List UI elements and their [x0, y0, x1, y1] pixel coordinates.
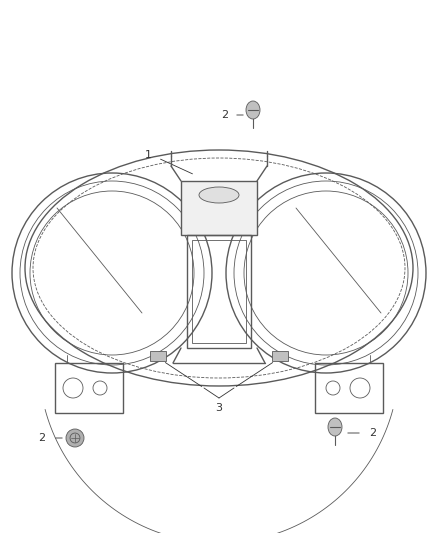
Text: 2: 2: [222, 110, 229, 120]
Bar: [192, 240, 246, 343]
Text: 2: 2: [369, 428, 377, 438]
Bar: [150, 351, 166, 361]
Bar: [55, 363, 123, 413]
Bar: [187, 235, 251, 348]
Text: 2: 2: [39, 433, 46, 443]
Ellipse shape: [246, 101, 260, 119]
Ellipse shape: [328, 418, 342, 436]
Circle shape: [66, 429, 84, 447]
Bar: [272, 351, 288, 361]
Text: 1: 1: [145, 150, 152, 160]
Bar: [181, 181, 257, 235]
Ellipse shape: [199, 187, 239, 203]
Text: 3: 3: [215, 403, 223, 413]
Bar: [315, 363, 383, 413]
